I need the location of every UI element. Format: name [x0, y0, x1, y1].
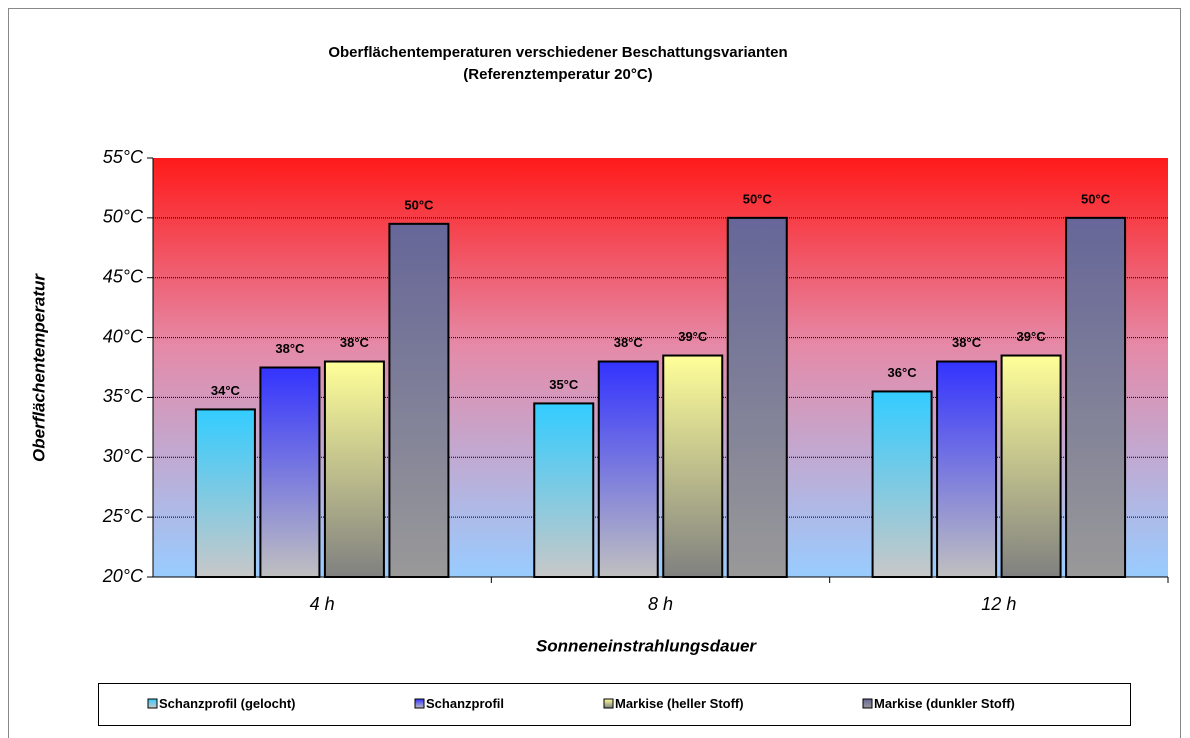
- legend-label: Schanzprofil: [426, 696, 504, 711]
- y-axis-title: Oberflächentemperatur: [29, 273, 48, 462]
- bar: [1000, 354, 1062, 578]
- legend-swatch: [603, 698, 614, 709]
- bar: [871, 390, 933, 579]
- y-tick-label: 30°C: [103, 446, 144, 466]
- x-tick-label: 12 h: [981, 594, 1016, 614]
- value-label: 36°C: [888, 365, 918, 380]
- y-tick-label: 20°C: [102, 566, 144, 586]
- y-tick-label: 50°C: [103, 207, 144, 227]
- legend-label: Markise (dunkler Stoff): [874, 696, 1015, 711]
- legend-swatch: [147, 698, 158, 709]
- legend-label: Schanzprofil (gelocht): [159, 696, 296, 711]
- x-axis-title: Sonneneinstrahlungsdauer: [536, 636, 757, 655]
- x-tick-label: 8 h: [648, 594, 673, 614]
- chart-subtitle: (Referenztemperatur 20°C): [463, 66, 652, 83]
- value-label: 34°C: [211, 383, 241, 398]
- y-tick-label: 35°C: [103, 386, 144, 406]
- value-label: 50°C: [743, 191, 773, 206]
- value-label: 50°C: [404, 197, 434, 212]
- bar: [194, 408, 256, 578]
- legend-swatch: [862, 698, 873, 709]
- bar: [726, 216, 788, 578]
- bar: [662, 354, 724, 578]
- y-tick-label: 55°C: [103, 147, 144, 167]
- x-tick-label: 4 h: [310, 594, 335, 614]
- value-label: 50°C: [1081, 191, 1111, 206]
- value-label: 38°C: [952, 335, 982, 350]
- value-label: 39°C: [1017, 329, 1047, 344]
- chart-title: Oberflächentemperaturen verschiedener Be…: [328, 44, 787, 61]
- bar: [259, 366, 321, 578]
- bar: [323, 360, 385, 578]
- legend-box: [98, 683, 1131, 726]
- bar: [533, 402, 595, 578]
- y-tick-label: 25°C: [102, 506, 144, 526]
- legend-label: Markise (heller Stoff): [615, 696, 744, 711]
- plot-area: [153, 158, 1168, 577]
- bar: [388, 222, 450, 578]
- value-label: 38°C: [340, 335, 370, 350]
- value-label: 38°C: [275, 341, 305, 356]
- legend-swatch: [414, 698, 425, 709]
- value-label: 35°C: [549, 377, 579, 392]
- y-tick-label: 40°C: [103, 326, 144, 346]
- value-label: 38°C: [614, 335, 644, 350]
- bar: [1065, 216, 1127, 578]
- value-label: 39°C: [678, 329, 708, 344]
- bar: [597, 360, 659, 578]
- bar: [936, 360, 998, 578]
- y-tick-label: 45°C: [103, 266, 144, 286]
